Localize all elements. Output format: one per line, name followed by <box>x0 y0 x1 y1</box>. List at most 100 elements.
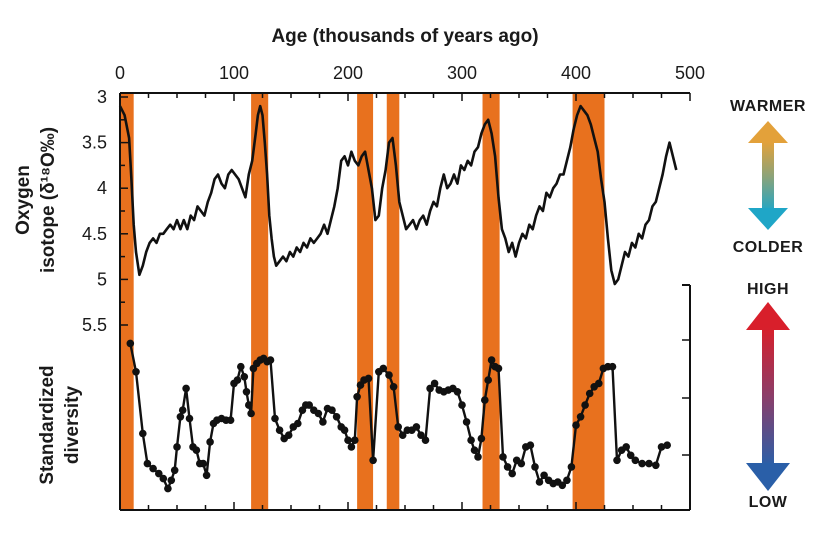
diversity-point <box>353 393 361 401</box>
diversity-point <box>242 388 251 396</box>
bottom-y-axis-title-line1: Standardized <box>37 365 58 484</box>
diversity-point <box>199 459 207 468</box>
y-tick-label: 4.5 <box>82 224 107 244</box>
x-tick-label: 200 <box>333 63 363 83</box>
x-tick-label: 0 <box>115 63 125 83</box>
diversity-point <box>398 431 407 440</box>
diversity-point <box>284 431 293 440</box>
diversity-point <box>305 401 314 409</box>
diversity-gradient-bar <box>762 328 774 466</box>
diversity-point <box>613 456 621 465</box>
diversity-point <box>585 389 594 398</box>
diversity-point <box>233 376 242 384</box>
diversity-point <box>638 459 646 468</box>
diversity-point <box>426 384 434 393</box>
diversity-point <box>139 429 147 438</box>
diversity-point <box>344 436 352 445</box>
diversity-point <box>314 409 323 418</box>
y-tick-labels: 3 3.5 4 4.5 5 5.5 <box>82 87 107 335</box>
temperature-gradient-bar <box>762 142 774 212</box>
diversity-point <box>531 463 539 471</box>
diversity-point <box>226 416 235 425</box>
diversity-point <box>526 441 535 450</box>
diversity-point <box>517 459 526 468</box>
diversity-point <box>474 453 482 461</box>
highlight-band <box>120 93 134 510</box>
diversity-point <box>535 478 544 486</box>
y-tick-label: 5 <box>97 269 107 289</box>
axes <box>119 92 691 511</box>
diversity-point <box>626 451 635 460</box>
diversity-point <box>132 368 140 376</box>
bottom-y-axis-title-line2: diversity <box>62 385 83 464</box>
diversity-point <box>347 443 356 451</box>
diversity-point <box>470 446 479 455</box>
diversity-point <box>467 436 475 445</box>
diversity-point <box>499 453 507 461</box>
x-tick-labels: 0 100 200 300 400 500 <box>115 63 705 83</box>
down-arrow-icon <box>748 208 788 230</box>
diversity-point <box>540 471 548 480</box>
top-y-axis-title-line1: Oxygen <box>13 165 34 235</box>
diversity-point <box>173 443 181 451</box>
highlight-band <box>572 93 605 510</box>
up-arrow-icon <box>746 302 790 330</box>
x-tick-label: 400 <box>561 63 591 83</box>
diversity-point <box>247 409 255 418</box>
diversity-point <box>332 413 341 421</box>
diversity-point <box>608 362 617 371</box>
high-label: HIGH <box>747 281 789 298</box>
diversity-point <box>663 441 671 450</box>
diversity-point <box>394 423 403 431</box>
highlight-bands <box>120 93 605 510</box>
diversity-point <box>202 471 211 480</box>
diversity-point <box>503 463 512 471</box>
diversity-point <box>245 401 253 409</box>
diversity-point <box>657 443 666 451</box>
oxygen-isotope-line <box>118 104 678 286</box>
diversity-point <box>182 384 190 393</box>
diversity-point <box>271 414 279 423</box>
diversity-point <box>275 426 284 435</box>
x-tick-label: 300 <box>447 63 477 83</box>
x-tick-label: 500 <box>675 63 705 83</box>
diversity-point <box>294 419 302 428</box>
y-tick-label: 3.5 <box>82 133 107 153</box>
diversity-point <box>453 388 462 396</box>
diversity-point <box>126 339 135 348</box>
diversity-point <box>484 376 493 384</box>
diversity-point <box>421 436 430 445</box>
diversity-point <box>481 396 489 404</box>
diversity-point <box>563 476 571 485</box>
diversity-point <box>572 421 580 430</box>
diversity-point <box>645 459 653 468</box>
temperature-indicator: WARMER COLDER <box>730 98 805 256</box>
diversity-point <box>477 434 486 443</box>
diversity-point <box>487 356 496 364</box>
diversity-point <box>240 373 249 381</box>
y-tick-label: 4 <box>97 178 107 198</box>
diversity-point <box>143 459 152 468</box>
diversity-point <box>178 406 187 415</box>
diversity-point <box>364 374 373 383</box>
up-arrow-icon <box>748 121 788 143</box>
diversity-point <box>462 418 471 426</box>
diversity-point <box>167 476 176 485</box>
diversity-point <box>567 463 576 471</box>
diversity-point <box>159 474 168 483</box>
diversity-point <box>155 469 163 478</box>
low-label: LOW <box>749 494 788 511</box>
diversity-point <box>385 371 393 379</box>
colder-label: COLDER <box>733 239 804 256</box>
diversity-point <box>412 423 421 431</box>
x-axis-title: Age (thousands of years ago) <box>271 26 538 47</box>
diversity-point <box>458 401 466 409</box>
diversity-point <box>319 418 327 426</box>
diversity-point <box>581 401 589 409</box>
diversity-point <box>576 413 585 421</box>
diversity-point <box>652 461 660 470</box>
diversity-point <box>164 484 172 493</box>
diversity-point <box>595 379 603 388</box>
diversity-point <box>185 414 194 423</box>
